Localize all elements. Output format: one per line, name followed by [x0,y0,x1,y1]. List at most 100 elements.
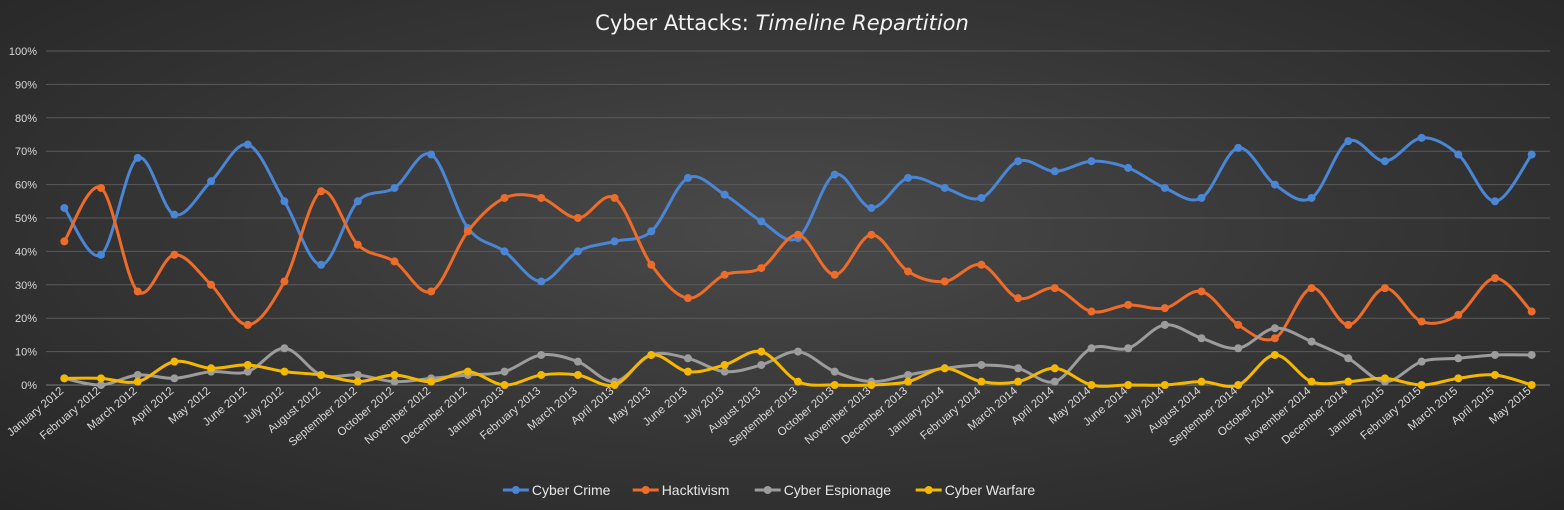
data-point-cyber-crime [1014,157,1023,166]
data-point-cyber-warfare [60,374,69,383]
data-point-cyber-crime [1490,197,1499,206]
data-point-cyber-warfare [794,377,802,386]
data-point-cyber-espionage [1417,357,1426,366]
data-point-cyber-warfare [904,377,913,386]
data-point-cyber-warfare [463,367,472,376]
x-tick-label: December 2013 [840,385,910,447]
data-point-hacktivism [1490,274,1499,283]
data-point-cyber-espionage [1160,320,1169,329]
data-point-hacktivism [720,270,729,279]
data-point-cyber-crime [940,183,949,192]
y-tick-label: 60% [15,180,37,192]
legend-swatch-marker [511,486,520,494]
data-point-cyber-espionage [757,360,766,369]
legend-label: Hacktivism [662,482,730,498]
data-point-cyber-warfare [830,381,839,389]
legend-label: Cyber Warfare [945,482,1036,498]
data-point-hacktivism [1454,310,1463,319]
data-point-hacktivism [610,193,619,202]
data-point-cyber-crime [610,237,619,246]
data-point-cyber-warfare [1014,377,1023,386]
data-point-hacktivism [940,277,949,286]
data-point-cyber-espionage [280,344,289,353]
data-point-hacktivism [1270,334,1279,343]
data-point-hacktivism [647,260,656,269]
x-tick-label: September 2013 [727,385,800,449]
data-point-cyber-crime [427,150,436,159]
legend-label: Cyber Crime [532,482,611,498]
data-point-cyber-espionage [1197,334,1206,343]
legend-swatch-marker [641,486,650,494]
data-point-hacktivism [427,287,436,296]
data-point-cyber-crime [207,177,216,186]
data-point-hacktivism [683,294,692,303]
data-point-cyber-crime [243,140,252,149]
data-point-hacktivism [1380,284,1389,293]
data-point-hacktivism [1087,307,1096,316]
y-tick-label: 70% [15,146,37,158]
legend-item-cyber-crime: Cyber Crime [502,482,611,498]
data-point-cyber-crime [1307,193,1316,202]
data-point-cyber-espionage [720,367,729,376]
data-point-cyber-espionage [977,360,986,369]
data-point-cyber-warfare [207,364,216,373]
data-point-hacktivism [133,287,142,296]
data-point-cyber-crime [1270,180,1279,189]
data-point-cyber-espionage [1014,364,1023,373]
data-point-cyber-espionage [1234,344,1243,353]
data-point-cyber-crime [1344,137,1353,146]
data-point-cyber-crime [1197,193,1206,202]
data-point-cyber-espionage [1270,324,1279,333]
data-point-cyber-crime [720,190,729,199]
y-tick-label: 10% [15,347,37,359]
legend: Cyber Crime Hacktivism Cyber Espionage Cybe… [502,482,1036,498]
data-point-cyber-crime [830,170,839,179]
x-tick-label: November 2012 [363,385,433,447]
data-point-cyber-warfare [317,370,326,379]
data-point-cyber-espionage [1454,354,1463,363]
data-point-cyber-warfare [1454,374,1463,383]
data-point-cyber-crime [97,250,106,259]
data-point-cyber-warfare [977,377,986,386]
data-point-cyber-warfare [537,370,546,379]
data-point-cyber-warfare [427,377,436,386]
data-point-hacktivism [904,267,913,276]
data-point-hacktivism [97,183,106,192]
data-point-cyber-warfare [280,367,289,376]
data-point-cyber-espionage [390,377,399,386]
data-point-cyber-crime [1417,133,1426,142]
data-point-cyber-warfare [940,364,949,373]
data-point-cyber-crime [537,277,546,286]
data-point-cyber-espionage [830,367,839,376]
series-cyber-warfare [60,347,1536,389]
x-tick-label: September 2014 [1167,385,1240,449]
data-point-cyber-warfare [133,377,142,386]
data-point-cyber-crime [1050,167,1059,176]
data-point-hacktivism [170,250,179,259]
legend-item-cyber-espionage: Cyber Espionage [754,482,891,498]
chart-title: Cyber Attacks: Timeline Repartition [595,11,969,35]
data-point-cyber-espionage [573,357,582,366]
data-point-cyber-crime [133,153,142,162]
data-point-hacktivism [463,227,472,236]
data-point-hacktivism [353,240,362,249]
data-point-cyber-crime [904,173,913,182]
data-point-cyber-crime [1234,143,1243,152]
data-point-cyber-crime [353,197,362,206]
x-tick-label: December 2012 [399,385,469,447]
legend-swatch-marker [763,486,772,494]
x-tick-label: November 2013 [803,385,873,447]
data-point-cyber-espionage [683,354,692,363]
data-point-cyber-espionage [1087,344,1096,353]
data-point-hacktivism [1124,300,1133,309]
data-point-cyber-crime [60,203,69,212]
legend-item-cyber-warfare: Cyber Warfare [915,482,1036,498]
data-point-cyber-warfare [170,357,179,366]
series-hacktivism [60,183,1536,343]
data-point-hacktivism [207,280,216,289]
data-point-hacktivism [1344,320,1353,329]
data-point-cyber-warfare [97,374,106,383]
data-point-cyber-espionage [1527,350,1536,359]
y-tick-label: 0% [21,380,37,392]
data-point-cyber-warfare [1527,381,1536,389]
